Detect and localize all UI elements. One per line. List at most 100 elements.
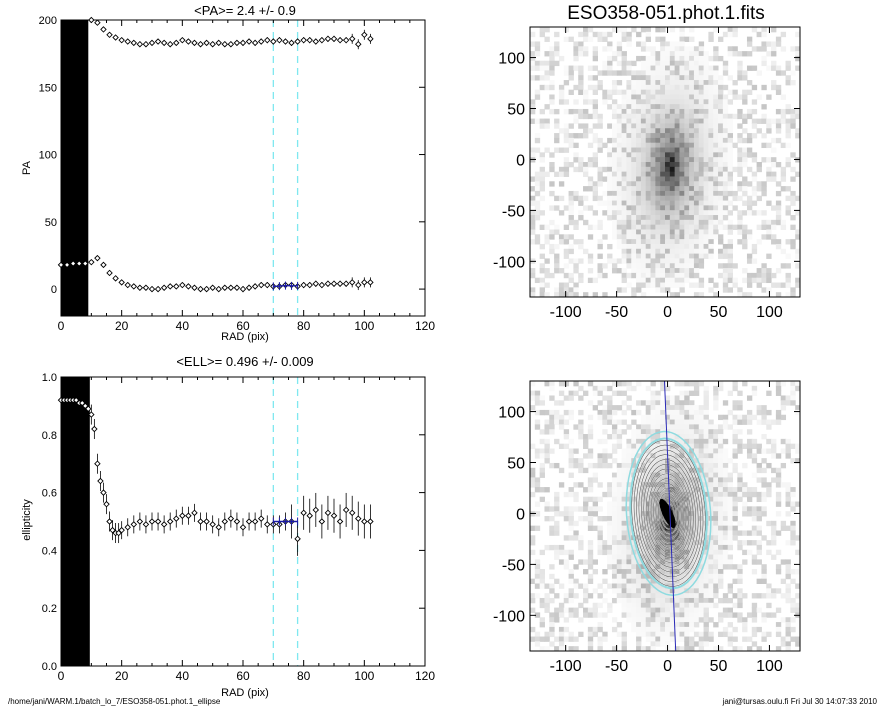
pixel xyxy=(698,60,705,67)
y-tick-label: 100 xyxy=(498,405,525,422)
pixel xyxy=(727,51,733,57)
pixel xyxy=(549,152,555,158)
pixel xyxy=(626,186,632,192)
pixel xyxy=(660,622,666,628)
pixel xyxy=(650,80,656,86)
pixel xyxy=(602,94,608,100)
pixel xyxy=(660,248,666,255)
pixel xyxy=(611,80,618,86)
pixel xyxy=(631,176,637,182)
pixel xyxy=(621,60,627,67)
pixel xyxy=(679,496,685,503)
data-point xyxy=(239,524,247,531)
pixel xyxy=(650,277,656,284)
pixel xyxy=(693,453,700,459)
pixel xyxy=(660,41,666,47)
pixel xyxy=(621,133,627,139)
pixel xyxy=(693,46,700,52)
pixel xyxy=(665,133,671,139)
pixel xyxy=(645,482,652,488)
pixel xyxy=(587,626,594,633)
pixel xyxy=(722,195,729,202)
pixel xyxy=(530,176,536,182)
pixel xyxy=(636,602,642,609)
pixel xyxy=(602,385,608,392)
pixel xyxy=(650,65,656,71)
pixel xyxy=(751,516,758,522)
pixel xyxy=(737,94,743,100)
pixel xyxy=(785,559,791,565)
pixel xyxy=(790,176,796,182)
pixel xyxy=(737,588,743,594)
pixel xyxy=(698,602,705,609)
pixel xyxy=(689,607,695,613)
major-axis-line xyxy=(663,380,677,652)
pixel xyxy=(626,263,632,269)
y-tick-label: 0.6 xyxy=(42,488,57,500)
pixel xyxy=(645,626,652,633)
pixel xyxy=(727,636,733,642)
pixel xyxy=(698,516,705,522)
pixel xyxy=(679,253,685,259)
pixel xyxy=(665,239,671,245)
pixel xyxy=(597,253,603,259)
pixel xyxy=(693,205,700,211)
pixel xyxy=(684,104,690,110)
pixel xyxy=(674,80,680,86)
pixel xyxy=(689,99,695,105)
pixel xyxy=(650,239,656,245)
pixel xyxy=(583,94,589,100)
pixel xyxy=(727,506,733,512)
data-point xyxy=(203,285,210,293)
pixel xyxy=(756,282,762,288)
pixel xyxy=(607,511,613,517)
pixel xyxy=(674,258,680,264)
pixel xyxy=(626,501,632,507)
pixel xyxy=(655,395,661,401)
pixel xyxy=(554,496,560,503)
pixel xyxy=(790,118,796,124)
pixel xyxy=(650,60,656,67)
pixel xyxy=(775,607,782,613)
pixel xyxy=(742,89,748,95)
data-point xyxy=(221,518,229,525)
pixel xyxy=(727,277,733,284)
pixel xyxy=(660,253,666,259)
pixel xyxy=(693,544,700,551)
pixel xyxy=(684,487,690,493)
pixel xyxy=(665,94,671,100)
pixel xyxy=(751,602,758,609)
y-tick-label: 0.0 xyxy=(42,661,57,673)
pixel xyxy=(660,573,666,580)
pixel xyxy=(626,564,632,570)
pixel xyxy=(703,641,709,647)
pixel xyxy=(645,272,652,279)
pixel xyxy=(534,419,541,425)
pixel xyxy=(732,626,738,633)
pixel xyxy=(568,162,574,168)
pixel xyxy=(718,535,724,541)
pixel xyxy=(766,200,772,206)
pixel xyxy=(742,622,748,628)
pixel xyxy=(722,108,729,115)
pixel xyxy=(554,147,560,153)
pixel xyxy=(790,390,796,396)
pixel xyxy=(693,243,700,250)
pixel xyxy=(698,641,705,647)
pixel xyxy=(645,409,652,416)
pixel xyxy=(655,424,661,430)
pixel xyxy=(780,482,787,488)
pixel xyxy=(775,137,782,144)
pixel xyxy=(563,626,570,633)
pixel xyxy=(689,70,695,76)
data-point xyxy=(106,518,113,525)
pixel xyxy=(674,75,680,81)
pixel xyxy=(722,176,729,182)
pixel xyxy=(665,588,671,594)
pixel xyxy=(640,210,647,216)
pixel xyxy=(698,414,705,421)
pixel xyxy=(554,612,560,618)
pixel xyxy=(737,287,743,293)
pixel xyxy=(655,118,661,124)
pixel xyxy=(713,166,719,173)
